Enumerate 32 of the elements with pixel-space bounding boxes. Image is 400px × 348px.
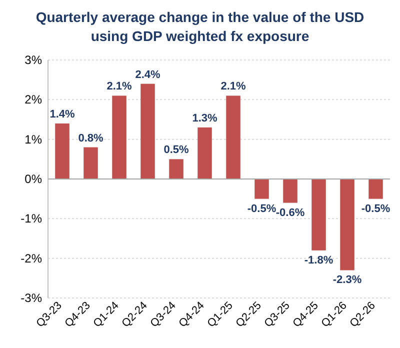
data-label: -0.5% <box>247 202 276 215</box>
y-tick-label: -2% <box>20 251 42 266</box>
bar <box>254 179 269 199</box>
data-label: -2.3% <box>332 274 362 286</box>
y-tick-label: -1% <box>20 212 42 226</box>
data-label: 2.1% <box>220 80 246 93</box>
data-label: 1.4% <box>50 108 75 120</box>
y-tick-label: -3% <box>20 291 42 305</box>
bar <box>84 147 98 179</box>
data-label: 0.5% <box>164 144 189 156</box>
bar <box>140 84 155 179</box>
bar <box>368 179 383 199</box>
y-tick-label: 0% <box>24 172 42 186</box>
data-label: 0.8% <box>78 132 104 144</box>
bar <box>198 127 212 179</box>
bar <box>283 179 298 203</box>
data-label: 2.1% <box>106 80 132 93</box>
y-tick-label: 3% <box>24 53 42 67</box>
data-label: 1.3% <box>192 112 218 124</box>
bar <box>340 179 354 270</box>
y-tick-label: 2% <box>24 92 42 107</box>
y-tick-label: 1% <box>24 132 42 146</box>
data-label: -0.5% <box>361 202 390 215</box>
data-label: -0.6% <box>276 206 305 219</box>
bar <box>312 179 326 250</box>
bar <box>55 123 70 179</box>
chart-title: Quarterly average change in the value of the USD using GDP weighted fx exposure <box>36 9 364 44</box>
data-label: 2.4% <box>135 68 160 81</box>
bar <box>169 159 184 179</box>
bar <box>112 96 126 179</box>
bar <box>226 96 240 179</box>
data-label: -1.8% <box>304 254 334 266</box>
